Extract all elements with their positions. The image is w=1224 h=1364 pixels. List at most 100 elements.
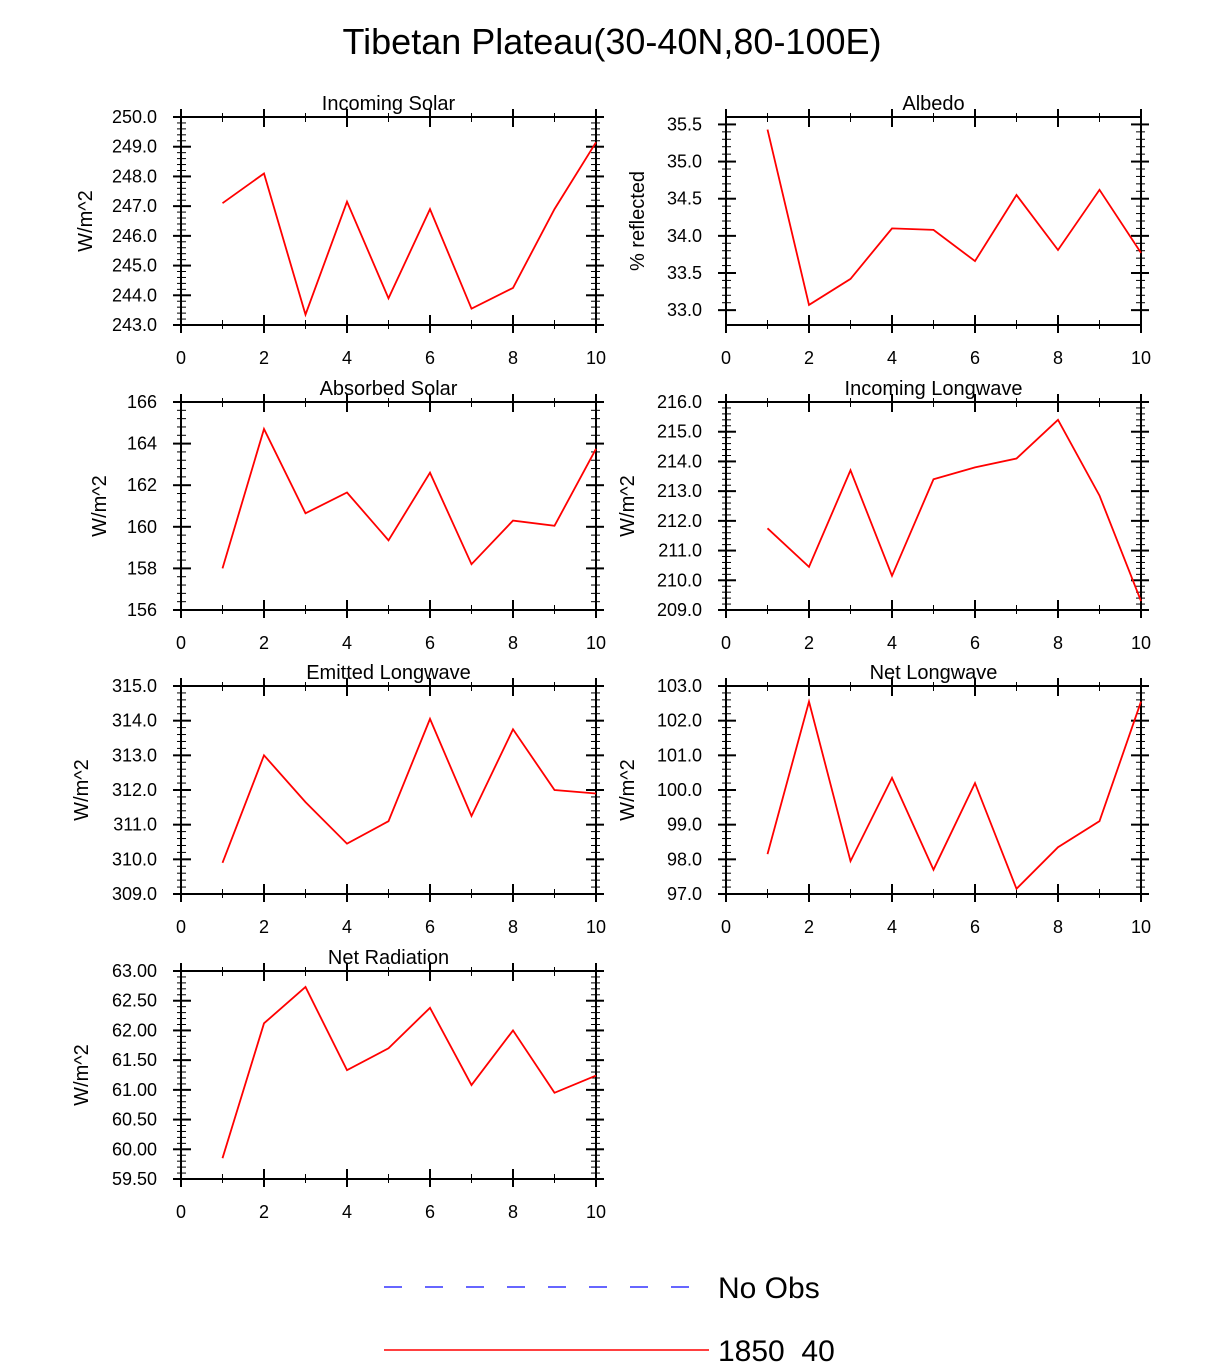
y-tick-label: 309.0 <box>112 884 157 904</box>
y-tick-label: 209.0 <box>657 600 702 620</box>
panel-title: Absorbed Solar <box>320 378 458 400</box>
x-tick-label: 4 <box>342 633 352 653</box>
y-tick-label: 248.0 <box>112 166 157 186</box>
x-tick-label: 8 <box>508 917 518 937</box>
x-tick-label: 2 <box>259 348 269 368</box>
legend-label-no-obs: No Obs <box>718 1272 820 1305</box>
x-tick-label: 6 <box>970 348 980 368</box>
y-tick-label: 103.0 <box>657 676 702 696</box>
y-axis-label: W/m^2 <box>89 475 111 537</box>
x-tick-label: 4 <box>887 348 897 368</box>
series-line-1850_40 <box>221 426 597 569</box>
y-tick-label: 158 <box>127 558 157 578</box>
plot-frame <box>180 116 597 326</box>
y-tick-label: 97.0 <box>667 884 702 904</box>
y-axis-label: W/m^2 <box>71 1044 93 1106</box>
x-tick-label: 2 <box>259 633 269 653</box>
panel-6: Net Radiation W/m^2 59.50 60.00 60.50 61.00 61… <box>71 947 606 1222</box>
y-tick-label: 311.0 <box>113 815 157 835</box>
x-tick-label: 6 <box>425 633 435 653</box>
series-line-1850_40 <box>766 698 1142 891</box>
y-tick-label: 33.5 <box>667 263 702 283</box>
y-tick-label: 99.0 <box>667 815 702 835</box>
plot-frame <box>180 685 597 895</box>
y-axis-label: W/m^2 <box>617 759 639 821</box>
x-tick-label: 2 <box>804 348 814 368</box>
plot-frame <box>180 401 597 611</box>
y-tick-label: 160 <box>127 517 157 537</box>
panel-title: Emitted Longwave <box>306 662 471 684</box>
x-tick-label: 6 <box>970 633 980 653</box>
x-tick-label: 10 <box>586 917 606 937</box>
y-tick-label: 35.0 <box>667 152 702 172</box>
y-tick-label: 61.50 <box>112 1050 157 1070</box>
y-axis-label: W/m^2 <box>75 190 97 252</box>
y-axis-label: W/m^2 <box>71 759 93 821</box>
panel-2: Absorbed Solar W/m^2 156 158 160 162 164 166 0 2 4… <box>89 378 606 653</box>
y-tick-label: 34.5 <box>667 189 702 209</box>
y-tick-label: 313.0 <box>112 745 157 765</box>
series-line-1850_40 <box>221 985 597 1159</box>
x-tick-label: 4 <box>342 348 352 368</box>
panel-title: Net Radiation <box>328 947 449 969</box>
y-tick-label: 243.0 <box>112 315 157 335</box>
y-tick-label: 211.0 <box>658 541 702 561</box>
figure-title: Tibetan Plateau(30-40N,80-100E) <box>343 21 882 62</box>
x-tick-label: 0 <box>176 633 186 653</box>
y-tick-label: 60.00 <box>112 1139 157 1159</box>
y-tick-label: 247.0 <box>112 196 157 216</box>
plot-frame <box>725 685 1142 895</box>
y-tick-label: 244.0 <box>112 285 157 305</box>
plot-frame <box>725 401 1142 611</box>
y-tick-label: 162 <box>127 475 157 495</box>
y-tick-label: 102.0 <box>657 711 702 731</box>
y-tick-label: 100.0 <box>657 780 702 800</box>
y-tick-label: 35.5 <box>667 114 702 134</box>
y-tick-label: 60.50 <box>112 1110 157 1130</box>
legend: No Obs 1850_40 <box>384 1272 835 1364</box>
y-tick-label: 312.0 <box>112 780 157 800</box>
y-tick-label: 214.0 <box>657 451 702 471</box>
x-tick-label: 8 <box>508 633 518 653</box>
series-line-1850_40 <box>766 418 1142 602</box>
y-tick-label: 59.50 <box>112 1169 157 1189</box>
x-tick-label: 4 <box>342 917 352 937</box>
y-tick-label: 101.0 <box>657 745 702 765</box>
panels: Incoming Solar W/m^2 243.0 244.0 245.0 246.0 2… <box>71 93 1151 1222</box>
legend-label-1850-40: 1850_40 <box>718 1335 835 1364</box>
x-tick-label: 2 <box>259 1202 269 1222</box>
y-tick-label: 246.0 <box>112 226 157 246</box>
x-tick-label: 8 <box>1053 917 1063 937</box>
x-tick-label: 4 <box>887 917 897 937</box>
panel-5: Net Longwave W/m^2 97.0 98.0 99.0 100.0 101.0 1… <box>617 662 1151 937</box>
y-tick-label: 62.50 <box>112 991 157 1011</box>
y-tick-label: 156 <box>127 600 157 620</box>
y-tick-label: 210.0 <box>657 570 702 590</box>
panel-3: Incoming Longwave W/m^2 209.0 210.0 211.0 212… <box>617 378 1151 653</box>
y-tick-label: 212.0 <box>657 511 702 531</box>
y-tick-label: 61.00 <box>112 1080 157 1100</box>
x-tick-label: 0 <box>176 348 186 368</box>
series-line-1850_40 <box>221 141 597 318</box>
x-tick-label: 10 <box>586 633 606 653</box>
x-tick-label: 10 <box>1131 348 1151 368</box>
x-tick-label: 2 <box>804 633 814 653</box>
y-tick-label: 164 <box>127 434 157 454</box>
x-tick-label: 6 <box>970 917 980 937</box>
y-tick-label: 63.00 <box>112 961 157 981</box>
x-tick-label: 0 <box>176 917 186 937</box>
x-tick-label: 0 <box>721 917 731 937</box>
y-tick-label: 315.0 <box>112 676 157 696</box>
x-tick-label: 6 <box>425 348 435 368</box>
y-axis-label: W/m^2 <box>617 475 639 537</box>
x-tick-label: 10 <box>586 348 606 368</box>
x-tick-label: 8 <box>508 1202 518 1222</box>
x-tick-label: 2 <box>804 917 814 937</box>
x-tick-label: 8 <box>508 348 518 368</box>
y-tick-label: 249.0 <box>112 137 157 157</box>
x-tick-label: 10 <box>1131 917 1151 937</box>
x-tick-label: 6 <box>425 1202 435 1222</box>
y-tick-label: 216.0 <box>657 392 702 412</box>
y-axis-label: % reflected <box>627 171 649 271</box>
